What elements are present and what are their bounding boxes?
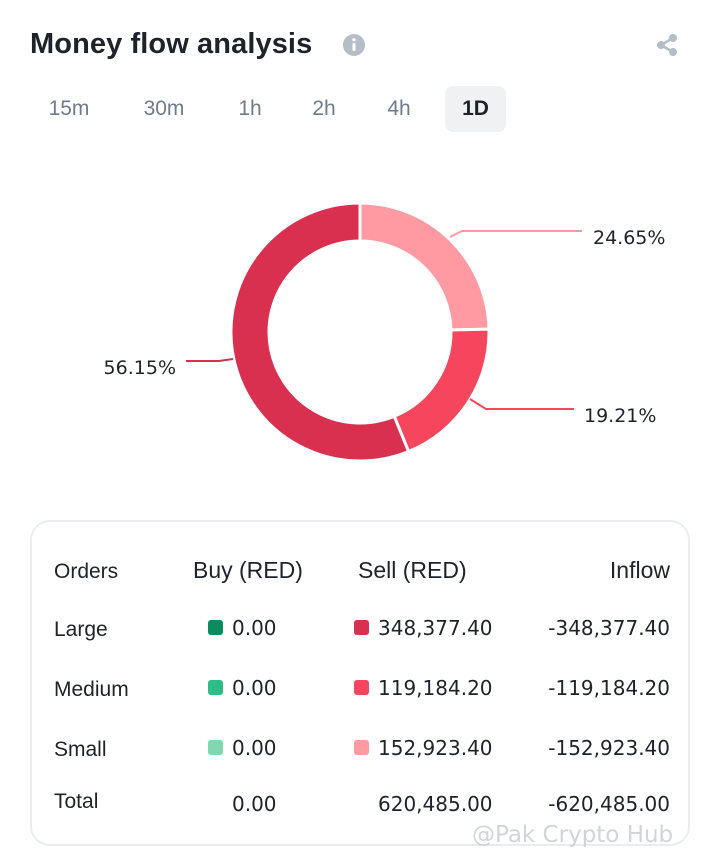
share-icon[interactable] [654,32,680,58]
slice-label-medium: 19.21% [584,405,656,427]
inflow-value: -152,923.40 [548,736,670,760]
buy-total: 0.00 [232,792,277,816]
table-row: Large 0.00 348,377.40 -348,377.40 [32,608,692,648]
leader-line-medium [469,398,574,410]
small-sell-swatch [354,740,369,755]
table-header: Orders Buy (RED) Sell (RED) Inflow [32,550,692,590]
row-label: Large [54,618,108,641]
large-buy-swatch [208,620,223,635]
tab-4h[interactable]: 4h [387,97,411,120]
sell-value: 119,184.20 [354,668,493,708]
sell-header: Sell (RED) [358,557,467,583]
medium-buy-swatch [208,680,223,695]
info-icon[interactable] [342,33,366,57]
large-sell-swatch [354,620,369,635]
row-label: Small [54,738,107,761]
page-title: Money flow analysis [30,28,313,60]
inflow-header: Inflow [609,557,670,583]
money-flow-chart: 56.15% 19.21% 24.65% [0,180,707,490]
row-label: Total [54,790,99,813]
slice-small[interactable] [358,201,491,332]
sell-value: 152,923.40 [354,728,493,768]
slice-large[interactable] [229,201,411,463]
tab-15m[interactable]: 15m [48,97,90,120]
medium-sell-swatch [354,680,369,695]
slice-medium[interactable] [392,327,491,454]
row-label: Medium [54,678,129,701]
buy-header: Buy (RED) [193,557,303,583]
buy-value: 0.00 [208,668,277,708]
tab-1h[interactable]: 1h [238,97,262,120]
orders-table: Orders Buy (RED) Sell (RED) Inflow Large… [30,520,690,846]
table-row: Medium 0.00 119,184.20 -119,184.20 [32,668,692,708]
donut-chart: 56.15% 19.21% 24.65% [104,201,665,463]
sell-total: 620,485.00 [378,792,493,816]
buy-value: 0.00 [208,728,277,768]
tab-1d[interactable]: 1D [445,86,506,132]
inflow-total: -620,485.00 [548,792,670,816]
tab-30m[interactable]: 30m [143,97,185,120]
sell-value: 348,377.40 [354,608,493,648]
orders-header: Orders [54,560,119,583]
header: Money flow analysis [30,24,690,68]
inflow-value: -119,184.20 [548,676,670,700]
table-row-total: Total 0.00 620,485.00 -620,485.00 [32,784,692,824]
tab-2h[interactable]: 2h [312,97,336,120]
slice-label-small: 24.65% [593,227,665,249]
small-buy-swatch [208,740,223,755]
watermark: @Pak Crypto Hub [472,822,674,848]
leader-line-small [449,230,582,238]
table-row: Small 0.00 152,923.40 -152,923.40 [32,728,692,768]
slice-label-large: 56.15% [104,357,176,379]
buy-value: 0.00 [208,608,277,648]
leader-line-large [186,358,234,362]
timeframe-tabs: 15m 30m 1h 2h 4h 1D [30,86,530,132]
inflow-value: -348,377.40 [548,616,670,640]
